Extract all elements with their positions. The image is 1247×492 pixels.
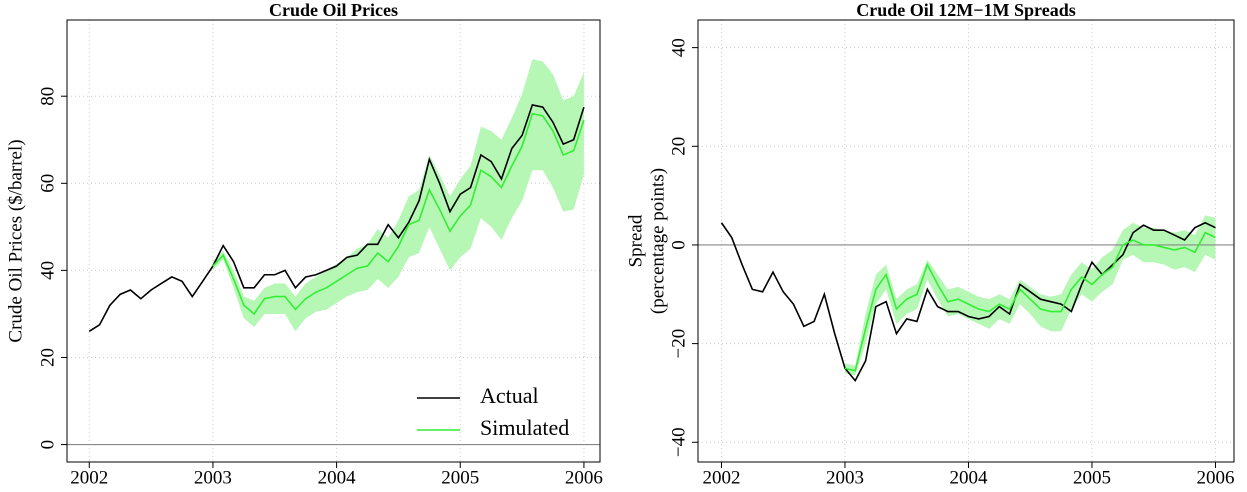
y-tick-label: 80 xyxy=(37,87,58,106)
y-tick-label: 0 xyxy=(668,240,689,250)
plot-frame xyxy=(66,19,601,463)
y-tick-label: 0 xyxy=(37,440,58,450)
band xyxy=(212,59,584,332)
series-line xyxy=(88,103,585,333)
x-tick-label: 2006 xyxy=(1196,467,1234,488)
band xyxy=(844,215,1216,376)
legend-label: Actual xyxy=(480,383,539,408)
y-axis-label: Crude Oil Prices ($/barrel) xyxy=(5,139,26,342)
x-tick-label: 2002 xyxy=(70,467,108,488)
y-tick-label: −20 xyxy=(668,329,689,359)
y-tick-label: 40 xyxy=(37,261,58,280)
x-tick-label: 2004 xyxy=(318,467,357,488)
series-line xyxy=(720,221,1216,383)
x-tick-label: 2004 xyxy=(949,467,988,488)
series-line xyxy=(212,112,585,316)
plot-frame xyxy=(697,19,1235,463)
y-tick-label: 40 xyxy=(668,38,689,57)
legend-label: Simulated xyxy=(480,415,569,440)
x-tick-label: 2005 xyxy=(1073,467,1111,488)
y-axis-label: (percentage points) xyxy=(647,168,668,314)
x-tick-label: 2006 xyxy=(565,467,603,488)
x-tick-label: 2003 xyxy=(826,467,864,488)
x-tick-label: 2002 xyxy=(702,467,740,488)
y-tick-label: 20 xyxy=(668,137,689,156)
y-tick-label: 20 xyxy=(37,348,58,367)
x-tick-label: 2005 xyxy=(441,467,479,488)
y-axis-label: Spread xyxy=(625,214,646,267)
chart-title: Crude Oil 12M−1M Spreads xyxy=(856,0,1075,20)
chart-title: Crude Oil Prices xyxy=(269,0,398,20)
y-tick-label: −40 xyxy=(668,427,689,457)
series-line xyxy=(844,231,1216,372)
y-tick-label: 60 xyxy=(37,174,58,193)
x-tick-label: 2003 xyxy=(194,467,232,488)
